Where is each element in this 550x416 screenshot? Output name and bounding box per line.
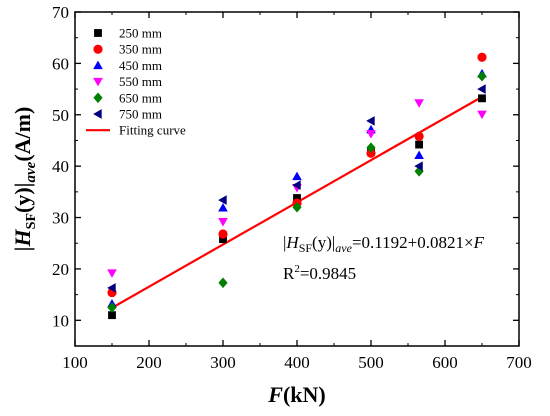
x-tick-label: 100 [62, 353, 88, 372]
y-tick-label: 30 [52, 209, 69, 228]
legend-label: 250 mm [119, 26, 162, 41]
point-550-mm [107, 269, 117, 278]
point-550-mm [218, 217, 228, 227]
point-250-mm [478, 94, 486, 103]
y-tick-label: 70 [52, 3, 69, 22]
data-points [107, 52, 487, 320]
point-350-mm [414, 131, 424, 141]
x-axis-title: F(kN) [267, 382, 325, 407]
y-tick-label: 20 [52, 260, 69, 279]
y-tick-labels: 10 20 30 40 50 60 70 [52, 3, 69, 330]
legend-label: 350 mm [119, 42, 162, 57]
r-squared: R2=0.9845 [283, 263, 356, 283]
legend-marker-750-mm [93, 109, 102, 119]
point-650-mm [292, 201, 302, 213]
legend-marker-350-mm [93, 44, 103, 54]
y-tick-label: 40 [52, 157, 69, 176]
y-tick-label: 60 [52, 54, 69, 73]
legend-marker-650-mm [93, 92, 103, 104]
point-750-mm [477, 84, 486, 94]
fit-annotation: |HSF(y)|ave=0.1192+0.0821×F R2=0.9845 [283, 233, 485, 283]
x-tick-label: 500 [358, 353, 384, 372]
point-650-mm [477, 70, 487, 82]
point-250-mm [293, 194, 301, 202]
legend-label-fit: Fitting curve [119, 123, 186, 138]
point-750-mm [292, 180, 301, 190]
point-650-mm [414, 166, 424, 177]
x-tick-label: 400 [284, 353, 310, 372]
x-tick-label: 700 [506, 353, 532, 372]
point-550-mm [477, 110, 487, 120]
legend-marker-550-mm [93, 77, 103, 87]
point-450-mm [414, 150, 424, 160]
y-tick-label: 50 [52, 106, 69, 125]
point-750-mm [414, 161, 423, 171]
point-350-mm [366, 148, 376, 158]
point-750-mm [366, 116, 375, 126]
legend-label: 450 mm [119, 58, 162, 73]
x-tick-label: 300 [210, 353, 236, 372]
point-250-mm [219, 235, 227, 244]
legend-marker-250-mm [94, 29, 102, 37]
legend-label: 550 mm [119, 74, 162, 89]
point-650-mm [218, 277, 228, 289]
point-650-mm [366, 142, 376, 153]
legend-marker-450-mm [93, 60, 103, 70]
point-350-mm [477, 52, 487, 62]
y-axis-title: |HSF(y)|ave(A/m) [10, 107, 39, 252]
legend-label: 650 mm [119, 90, 162, 105]
point-650-mm [107, 302, 117, 313]
x-tick-labels: 100 200 300 400 500 600 700 [62, 353, 532, 372]
point-450-mm [292, 171, 302, 181]
y-tick-label: 10 [52, 311, 69, 330]
point-550-mm [366, 130, 376, 139]
x-tick-label: 600 [432, 353, 458, 372]
x-tick-label: 200 [136, 353, 162, 372]
point-350-mm [218, 229, 228, 239]
legend-label: 750 mm [119, 107, 162, 122]
fit-equation: |HSF(y)|ave=0.1192+0.0821×F [283, 233, 485, 255]
point-450-mm [218, 202, 228, 212]
point-750-mm [218, 195, 227, 205]
point-750-mm [107, 283, 116, 293]
plot-frame [74, 11, 520, 347]
point-550-mm [414, 99, 424, 108]
point-250-mm [415, 140, 424, 149]
point-250-mm [108, 311, 116, 320]
